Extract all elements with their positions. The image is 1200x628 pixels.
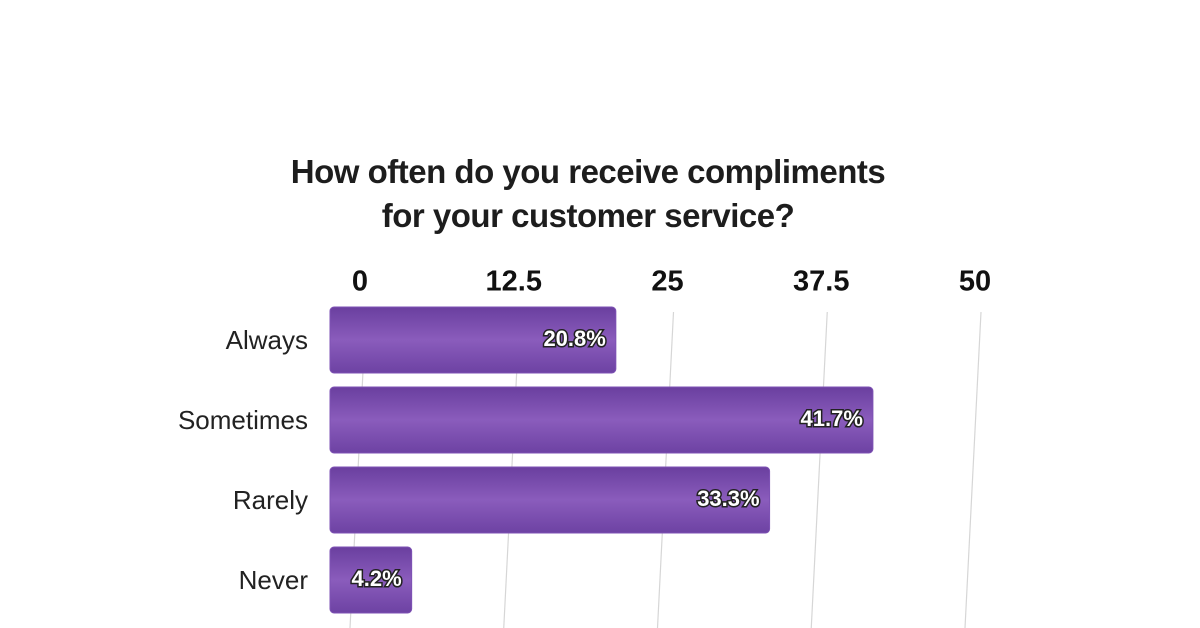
x-tick-label: 0: [352, 266, 368, 298]
category-label: Never: [239, 565, 309, 595]
chart-title: How often do you receive compliments for…: [290, 153, 886, 234]
bar: [329, 306, 617, 374]
bar: [329, 546, 413, 614]
category-label: Sometimes: [178, 405, 308, 435]
bar: [329, 466, 771, 534]
value-label: 20.8%: [543, 326, 605, 351]
value-label: 41.7%: [801, 406, 863, 431]
x-tick-label: 50: [959, 266, 991, 298]
grid-line: [964, 311, 982, 628]
x-tick-label: 12.5: [486, 266, 542, 298]
x-tick-label: 25: [651, 266, 683, 298]
grid-line: [810, 311, 828, 628]
category-label: Always: [226, 325, 308, 355]
value-label: 33.3%: [697, 486, 759, 511]
x-tick-label: 37.5: [793, 266, 849, 298]
bar: [329, 386, 874, 454]
value-label: 4.2%: [352, 566, 402, 591]
category-label: Rarely: [233, 485, 308, 515]
